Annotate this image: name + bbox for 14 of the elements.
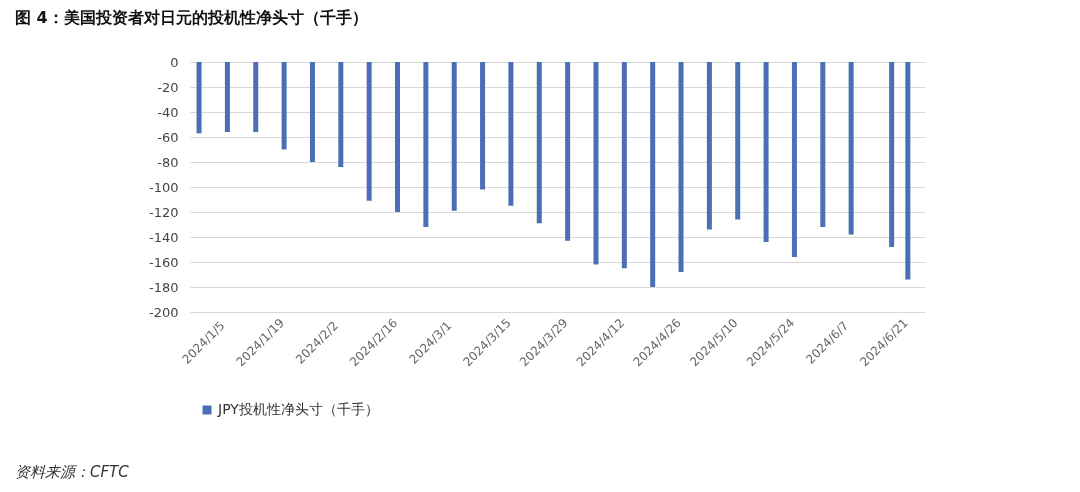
y-tick-label: -120 — [148, 204, 179, 220]
y-tick-label: 0 — [170, 54, 179, 70]
y-tick-label: -40 — [157, 104, 179, 120]
chart-title: 图 4：美国投资者对日元的投机性净头寸（千手） — [15, 8, 368, 27]
text: 资料来源：CFTC — [15, 463, 130, 481]
y-tick-label: -180 — [148, 279, 179, 295]
y-tick-label: -200 — [148, 304, 179, 320]
y-tick-label: -20 — [157, 79, 179, 95]
y-tick-label: -80 — [157, 154, 179, 170]
legend-label: JPY投机性净头寸（千手） — [217, 401, 379, 417]
y-tick-label: -60 — [157, 129, 179, 145]
y-tick-label: -140 — [148, 229, 179, 245]
y-tick-label: -160 — [148, 254, 179, 270]
y-tick-label: -100 — [148, 179, 179, 195]
